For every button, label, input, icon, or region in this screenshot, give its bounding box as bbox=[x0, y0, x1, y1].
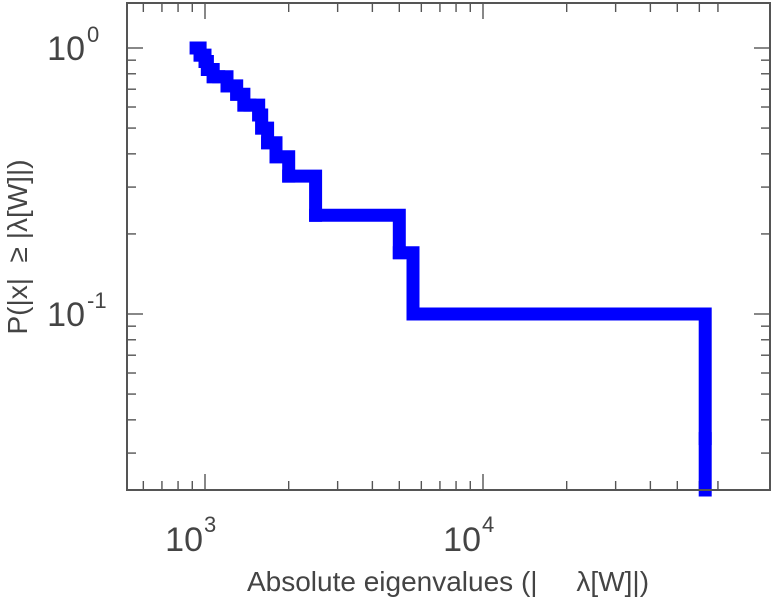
data-point bbox=[282, 169, 296, 183]
x-tick-label-base: 10 bbox=[443, 521, 481, 559]
data-point bbox=[252, 108, 266, 122]
y-tick-label-exponent: 0 bbox=[87, 22, 99, 47]
series-line-0 bbox=[189, 41, 712, 497]
x-tick-label-exponent: 4 bbox=[482, 512, 494, 537]
data-point bbox=[269, 150, 283, 164]
x-tick-label-exponent: 3 bbox=[204, 512, 216, 537]
x-tick-label-base: 10 bbox=[165, 521, 203, 559]
y-tick-label-base: 10 bbox=[47, 296, 85, 334]
data-point bbox=[406, 307, 420, 321]
data-point bbox=[230, 87, 244, 101]
y-axis-title: P(|x| ≥ |λ[W]|) bbox=[2, 159, 33, 334]
data-point bbox=[392, 246, 406, 260]
tick-marks bbox=[127, 3, 770, 490]
x-axis-title: Absolute eigenvalues (| λ[W]|) bbox=[247, 566, 649, 597]
data-point bbox=[309, 208, 323, 222]
data-point bbox=[261, 136, 275, 150]
data-point bbox=[255, 121, 269, 135]
tick-labels: 10 3 10 410 010 -1 bbox=[47, 22, 494, 559]
series-layer bbox=[189, 41, 712, 497]
data-point bbox=[243, 98, 257, 112]
data-point bbox=[698, 432, 712, 446]
y-tick-label-base: 10 bbox=[47, 30, 85, 68]
y-tick-label-exponent: -1 bbox=[87, 288, 107, 313]
plot-frame bbox=[126, 2, 771, 491]
